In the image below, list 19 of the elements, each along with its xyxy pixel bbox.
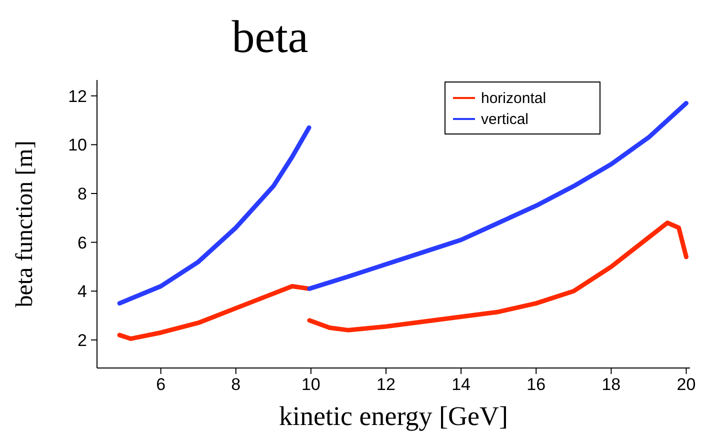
- y-tick-label: 6: [78, 233, 87, 252]
- y-tick-label: 4: [78, 282, 87, 302]
- x-tick-label: 20: [676, 375, 696, 394]
- x-tick-label: 8: [231, 375, 241, 394]
- legend-label: vertical: [481, 111, 529, 128]
- x-axis-title: kinetic energy [GeV]: [279, 401, 508, 431]
- x-tick-label: 12: [376, 375, 396, 394]
- y-tick-label: 12: [68, 86, 87, 106]
- y-tick-label: 8: [78, 184, 87, 204]
- y-axis-title: beta function [m]: [12, 140, 38, 308]
- x-tick-label: 10: [301, 375, 320, 394]
- chart-title: beta: [232, 11, 308, 62]
- y-tick-label: 2: [78, 330, 87, 350]
- x-tick-label: 6: [156, 375, 166, 394]
- y-tick-label: 10: [68, 136, 87, 155]
- x-tick-label: 14: [452, 375, 471, 394]
- x-tick-label: 18: [602, 375, 621, 394]
- legend-label: horizontal: [481, 90, 546, 107]
- x-tick-label: 16: [526, 375, 546, 394]
